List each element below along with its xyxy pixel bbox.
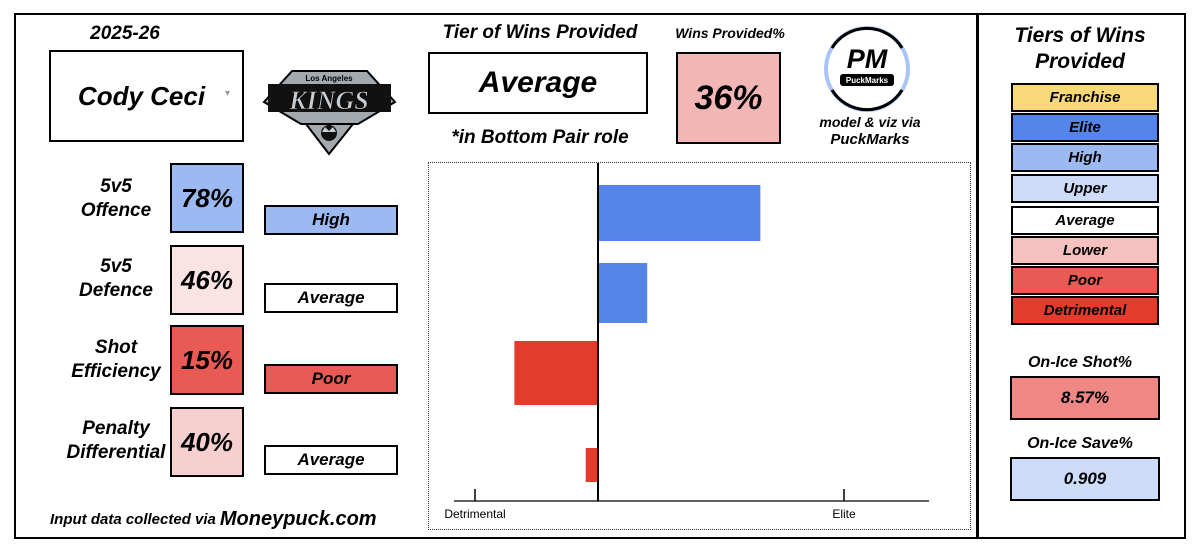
team-city: Los Angeles (305, 74, 353, 83)
on-ice-shot-heading: On-Ice Shot% (1027, 354, 1132, 371)
puckmarks-logo-sub: PuckMarks (846, 76, 889, 85)
on-ice-save-heading: On-Ice Save% (1027, 435, 1133, 452)
metric-label-penalty-differential: Penalty Differential (66, 418, 166, 463)
team-name: KINGS (288, 86, 368, 115)
team-logo: Los Angeles KINGS (262, 68, 397, 156)
chevron-down-icon[interactable]: ▾ (225, 88, 231, 99)
player-name: Cody Ceci (77, 80, 206, 111)
tier-heading: Tier of Wins Provided (442, 22, 638, 43)
wins-provided-heading: Wins Provided% (675, 25, 785, 41)
metric-label-shot-efficiency: Shot Efficiency (71, 337, 161, 382)
credit-name: PuckMarks (830, 131, 910, 148)
metric-label-offence: 5v5 Offence (80, 176, 152, 221)
player-selector[interactable]: Cody Ceci (49, 50, 244, 142)
legend-divider (976, 13, 979, 539)
on-ice-save-value: 0.909 (1010, 457, 1160, 501)
legend-tier-detrimental: Detrimental (1011, 296, 1159, 325)
legend-tier-upper: Upper (1011, 174, 1159, 203)
wins-provided-value: 36% (676, 52, 781, 144)
metric-tier-offence: High (264, 205, 398, 235)
credit: model & viz via PuckMarks (795, 112, 945, 150)
metric-pct-defence: 46% (170, 245, 244, 315)
source-site: Moneypuck.com (219, 507, 377, 530)
bar-5v5-defence (598, 263, 648, 323)
metric-pct-shot-efficiency: 15% (170, 325, 244, 395)
legend-tier-high: High (1011, 143, 1159, 172)
bar-5v5-offence (598, 185, 761, 241)
legend-tier-elite: Elite (1011, 113, 1159, 142)
legend-tier-average: Average (1011, 206, 1159, 235)
chart-panel: Detrimental Elite (428, 162, 971, 530)
legend-heading: Tiers of Wins Provided (1014, 24, 1146, 73)
metric-pct-offence: 78% (170, 163, 244, 233)
role-note: *in Bottom Pair role (451, 127, 629, 148)
metric-tier-shot-efficiency: Poor (264, 364, 398, 394)
bar-penalty-differential (585, 448, 598, 482)
on-ice-shot-value: 8.57% (1010, 376, 1160, 420)
tier-value: Average (428, 52, 648, 114)
legend-tier-lower: Lower (1011, 236, 1159, 265)
season-label: 2025-26 (90, 23, 160, 44)
credit-line: model & viz via (819, 114, 921, 130)
bar-chart: Detrimental Elite (444, 163, 929, 521)
legend-tier-franchise: Franchise (1011, 83, 1159, 112)
puckmarks-logo-text: PM (847, 44, 888, 74)
metric-pct-penalty-differential: 40% (170, 407, 244, 477)
puckmarks-logo: PM PuckMarks (822, 24, 912, 114)
metric-tier-defence: Average (264, 283, 398, 313)
metric-label-defence: 5v5 Defence (79, 256, 153, 301)
bar-shot-efficiency (514, 341, 598, 405)
legend-tier-poor: Poor (1011, 266, 1159, 295)
outer-frame (14, 13, 1186, 539)
data-source: Input data collected via Moneypuck.com (50, 507, 377, 530)
metric-tier-penalty-differential: Average (264, 445, 398, 475)
x-tick-label-left: Detrimental (444, 507, 505, 521)
x-tick-label-right: Elite (832, 507, 856, 521)
